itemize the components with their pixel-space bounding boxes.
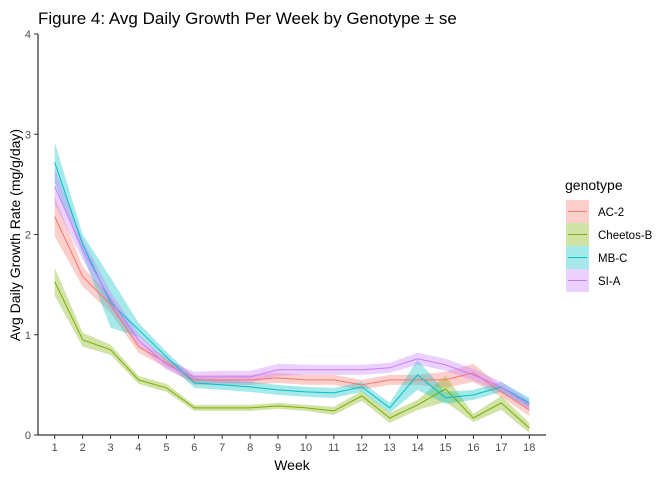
x-tick-label: 12 [356, 442, 368, 454]
x-tick-label: 1 [52, 442, 58, 454]
legend-label: Cheetos-B [598, 230, 653, 242]
legend-label: SI-A [598, 276, 621, 288]
x-axis: 1 2 3 4 5 6 7 8 9 10 11 12 13 14 15 16 17 18 [38, 434, 546, 454]
x-axis-label: Week [274, 457, 311, 473]
plot-area [54, 142, 530, 433]
x-tick-label: 16 [467, 442, 479, 454]
x-tick-label: 4 [135, 442, 141, 454]
legend: genotype AC-2 Cheetos-B MB-C SI-A [565, 177, 653, 292]
series-line-cheetos-b [54, 281, 530, 429]
y-axis: 0 1 2 3 4 [25, 29, 39, 442]
series-line-mb-c [54, 162, 530, 409]
x-tick-label: 9 [275, 442, 281, 454]
y-tick-label: 4 [25, 29, 31, 41]
y-tick-label: 2 [25, 230, 31, 242]
y-axis-label: Avg Daily Growth Rate (mg/g/day) [7, 129, 23, 341]
se-ribbon-cheetos-b [54, 267, 530, 433]
x-tick-label: 3 [108, 442, 114, 454]
y-tick-label: 3 [25, 129, 31, 141]
legend-label: AC-2 [598, 207, 624, 219]
x-tick-label: 8 [247, 442, 253, 454]
x-tick-label: 6 [191, 442, 197, 454]
x-tick-label: 15 [439, 442, 451, 454]
series-line-ac-2 [54, 216, 530, 411]
y-tick-label: 0 [25, 430, 31, 442]
x-tick-label: 2 [80, 442, 86, 454]
series-line-si-a [54, 186, 530, 406]
x-tick-label: 17 [495, 442, 507, 454]
x-tick-label: 14 [411, 442, 423, 454]
x-tick-label: 5 [163, 442, 169, 454]
x-tick-label: 11 [328, 442, 339, 454]
x-tick-label: 10 [300, 442, 312, 454]
x-tick-label: 13 [384, 442, 396, 454]
legend-title: genotype [565, 177, 623, 193]
legend-label: MB-C [598, 253, 627, 265]
x-tick-label: 7 [219, 442, 225, 454]
y-tick-label: 1 [25, 330, 31, 342]
chart-title: Figure 4: Avg Daily Growth Per Week by G… [38, 9, 457, 28]
x-tick-label: 18 [523, 442, 535, 454]
se-ribbon-si-a [54, 168, 530, 410]
